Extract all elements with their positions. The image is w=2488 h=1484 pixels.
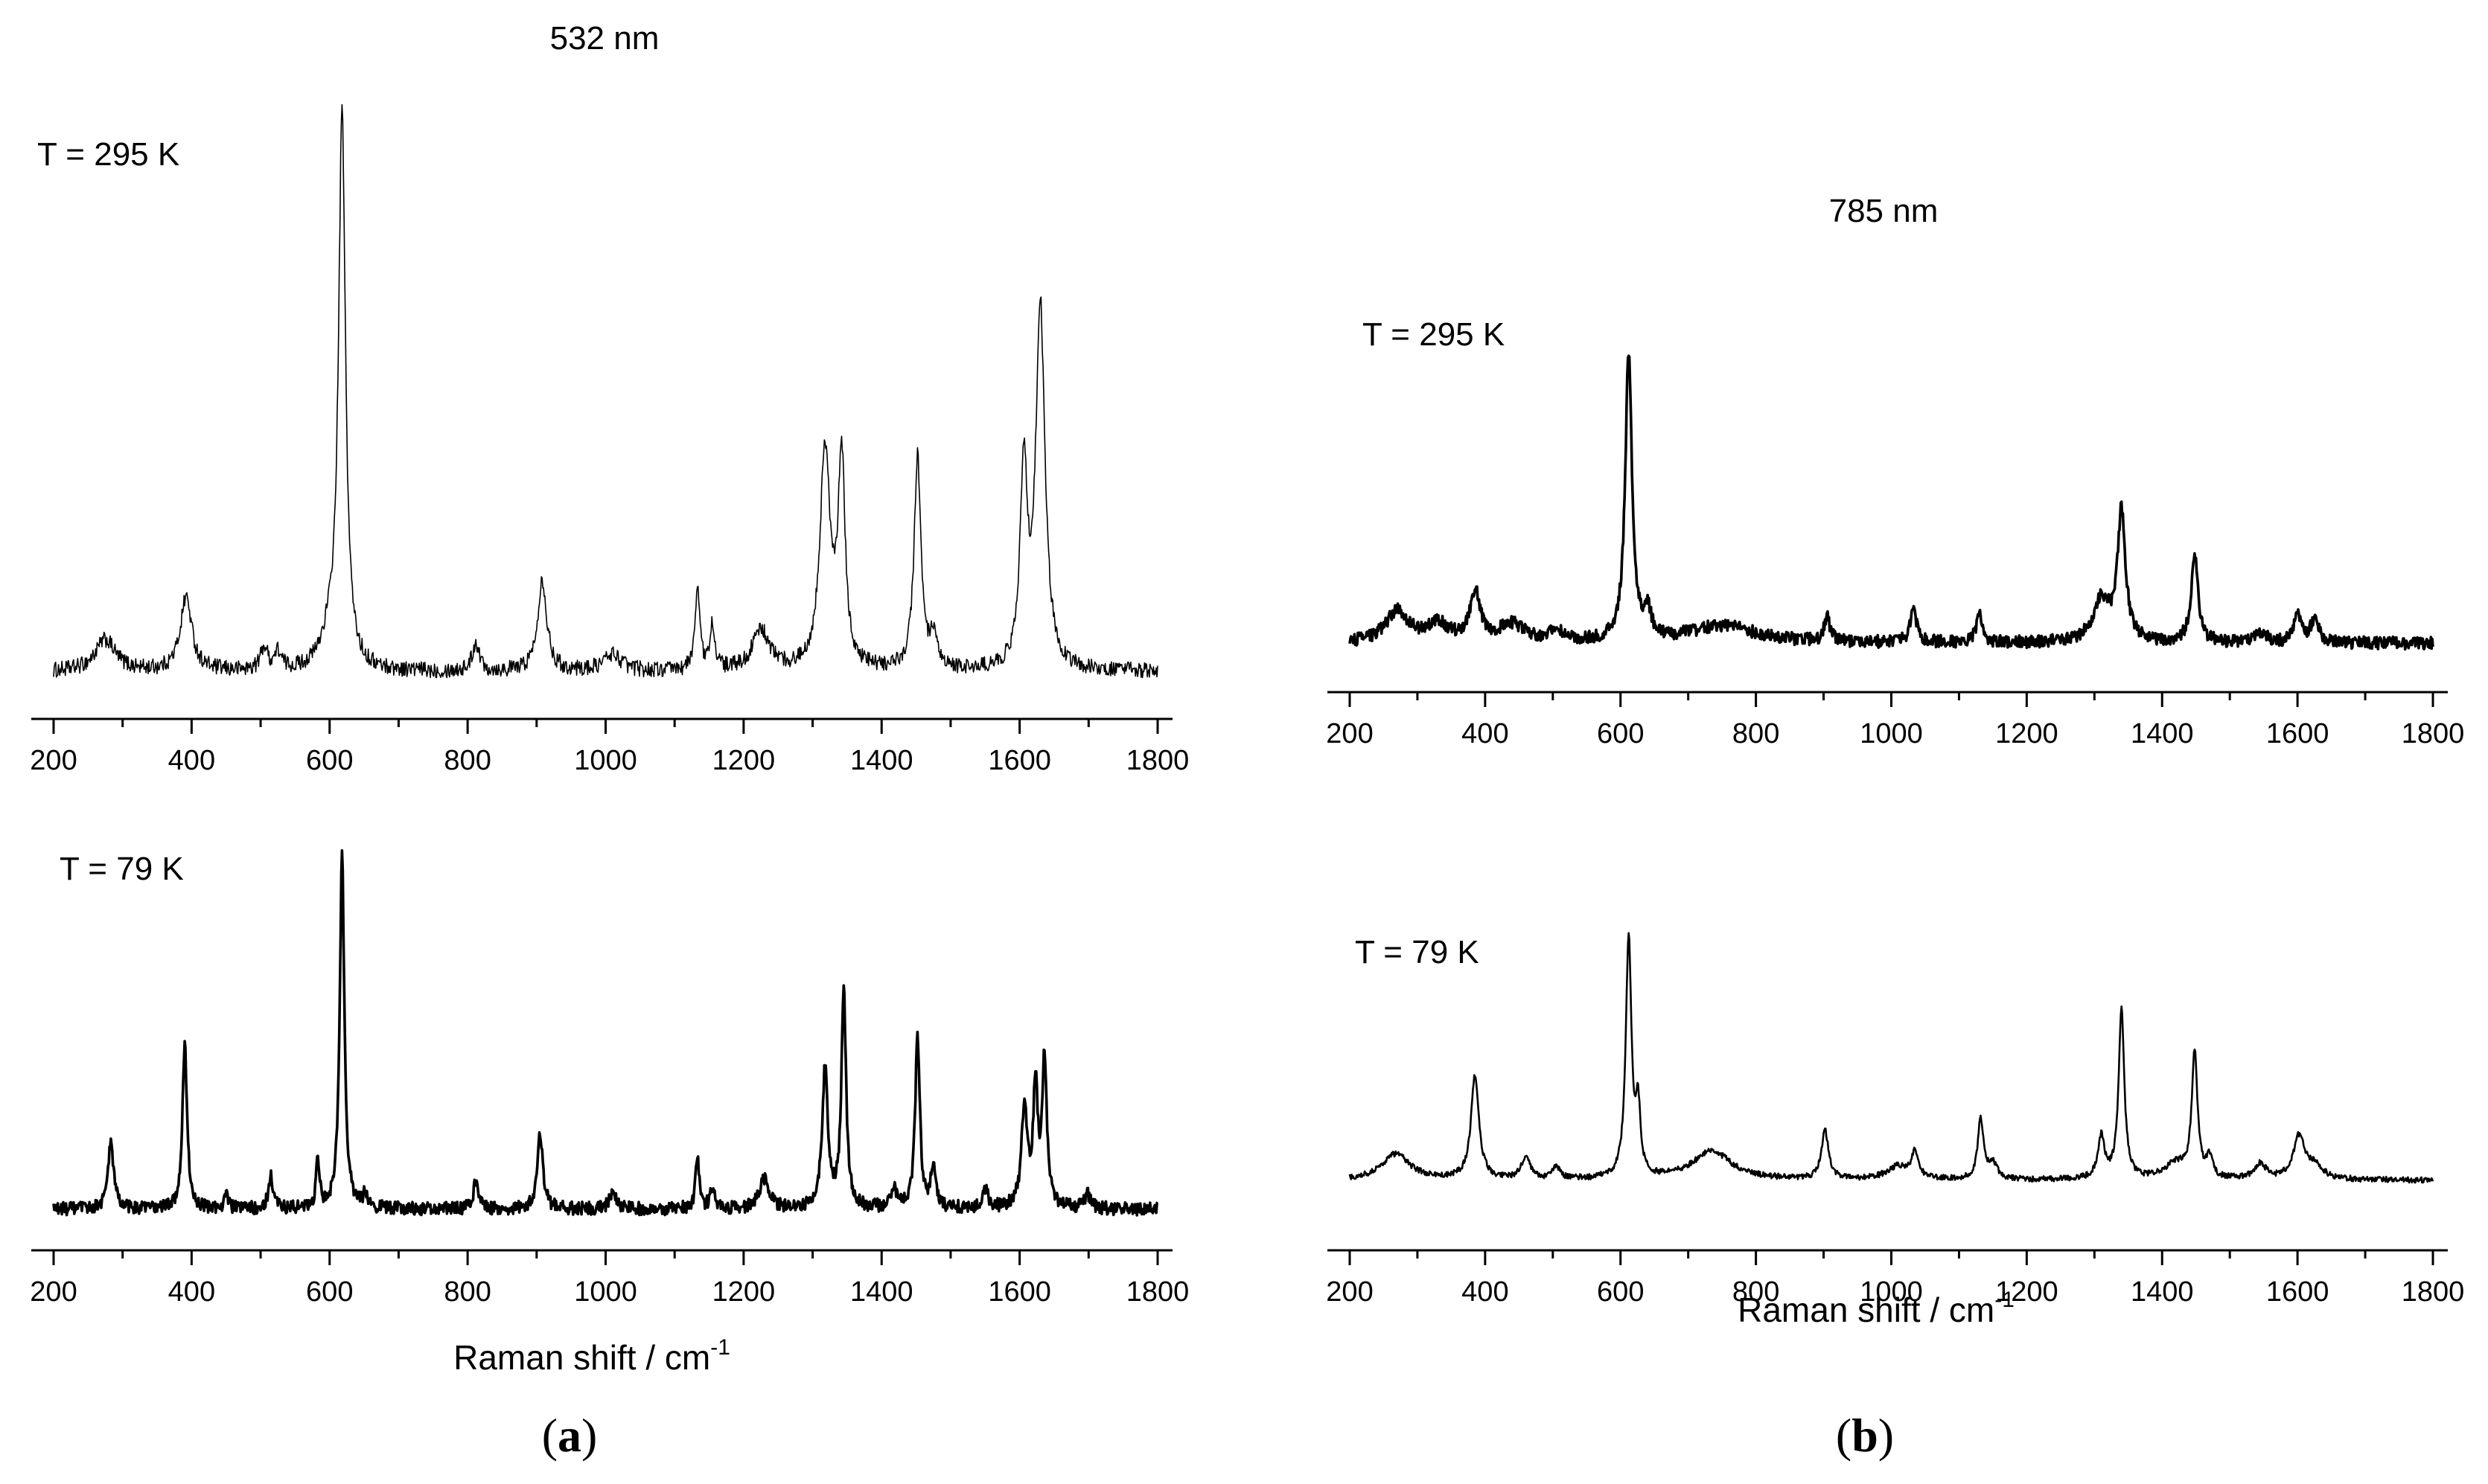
- x-tick-label: 800: [444, 1276, 491, 1308]
- x-tick-label: 200: [1326, 718, 1373, 749]
- panel-b: 785 nm T = 295 K 200 400 600 800 1000 1200 140…: [1326, 193, 2464, 1462]
- temp-label-b-295: T = 295 K: [1362, 316, 1505, 353]
- panel-letter-b: (b): [1836, 1409, 1894, 1462]
- x-axis-title-b-text: Raman shift / cm: [1738, 1290, 1994, 1329]
- spectrum-trace: [52, 849, 1159, 1217]
- x-tick-label: 1600: [2266, 1276, 2329, 1308]
- x-tick-label: 1400: [2131, 1276, 2194, 1308]
- x-tick-label: 600: [1597, 1276, 1644, 1308]
- x-tick-label: 400: [168, 745, 215, 776]
- plot-b-79: T = 79 K 200 400 600 800 1000 1200 1400 1600 180…: [1326, 932, 2465, 1308]
- spectrum-trace: [1348, 354, 2434, 651]
- x-tick-label: 1400: [2131, 718, 2194, 749]
- x-tick-label: 1800: [2402, 1276, 2465, 1308]
- x-tick-label: 1600: [2266, 718, 2329, 749]
- x-tick-label: 600: [306, 745, 353, 776]
- plot-a-79: T = 79 K 200 400 600 800 1000 1200 1400 1600 180…: [30, 849, 1190, 1308]
- temp-label-a-79: T = 79 K: [60, 851, 184, 887]
- panel-b-wavelength: 785 nm: [1829, 193, 1939, 229]
- x-tick-label: 1200: [1995, 1276, 2058, 1308]
- x-tick-label: 1200: [1995, 718, 2058, 749]
- x-tick-label: 1400: [850, 1276, 913, 1308]
- temp-label-a-295: T = 295 K: [37, 136, 179, 173]
- x-tick-label: 1600: [988, 1276, 1051, 1308]
- x-axis-title-a-text: Raman shift / cm: [453, 1338, 710, 1377]
- panel-letter-a: (a): [542, 1409, 598, 1462]
- x-tick-label: 1000: [1860, 718, 1923, 749]
- spectrum-trace: [53, 103, 1158, 679]
- x-tick-label: 400: [168, 1276, 215, 1308]
- x-tick-label: 1800: [1126, 745, 1190, 776]
- x-tick-label: 600: [306, 1276, 353, 1308]
- x-tick-label: 400: [1461, 718, 1508, 749]
- x-tick-label: 1800: [2402, 718, 2465, 749]
- x-tick-label: 400: [1461, 1276, 1508, 1308]
- x-axis-title-b-sup: -1: [1994, 1288, 2015, 1312]
- x-tick-label: 1400: [850, 745, 913, 776]
- x-tick-label: 800: [1732, 1276, 1779, 1308]
- panel-a: 532 nm T = 295 K 200 400 600 800 1000 1200 140…: [30, 20, 1189, 1462]
- x-tick-label: 1600: [988, 745, 1051, 776]
- panel-a-wavelength: 532 nm: [550, 20, 660, 57]
- x-tick-label: 800: [444, 745, 491, 776]
- x-tick-label: 1000: [1860, 1276, 1923, 1308]
- x-tick-label: 1800: [1126, 1276, 1190, 1308]
- x-tick-label: 1000: [574, 1276, 637, 1308]
- x-tick-label: 1200: [712, 1276, 776, 1308]
- x-tick-label: 800: [1732, 718, 1779, 749]
- plot-a-295: T = 295 K 200 400 600 800 1000 1200 1400 1600 18…: [30, 103, 1190, 776]
- spectrum-trace: [1348, 932, 2434, 1184]
- x-tick-label: 200: [30, 1276, 77, 1308]
- x-tick-label: 1000: [574, 745, 637, 776]
- x-axis-title-a: Raman shift / cm-1: [453, 1335, 730, 1377]
- plot-b-295: T = 295 K 200 400 600 800 1000 1200 1400 1600 18…: [1326, 316, 2464, 749]
- x-tick-label: 1200: [712, 745, 776, 776]
- temp-label-b-79: T = 79 K: [1355, 934, 1479, 970]
- x-axis-title-b: Raman shift / cm-1: [1738, 1288, 2015, 1329]
- x-tick-label: 200: [1326, 1276, 1373, 1308]
- x-tick-label: 200: [30, 745, 77, 776]
- x-axis-title-a-sup: -1: [710, 1335, 730, 1360]
- x-tick-label: 600: [1597, 718, 1644, 749]
